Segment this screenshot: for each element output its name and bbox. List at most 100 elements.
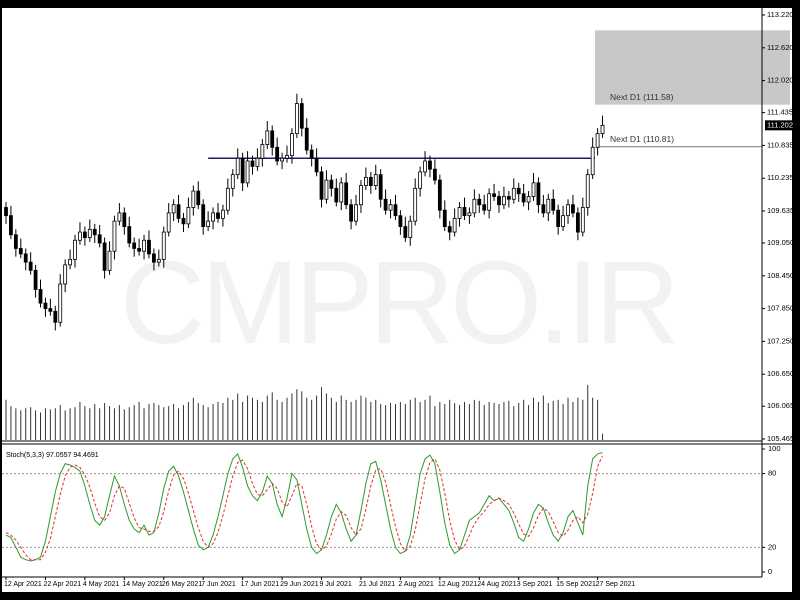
candle-body xyxy=(33,269,38,290)
candle-body xyxy=(506,196,511,200)
candle-body xyxy=(147,239,151,255)
candle-body xyxy=(324,179,329,200)
candle-body xyxy=(191,190,196,208)
indicator-title: Stoch(5,3,3) 97.0557 94.4691 xyxy=(6,452,99,459)
candle-body xyxy=(43,302,48,310)
candle-body xyxy=(28,261,33,271)
candle-body xyxy=(492,193,496,197)
y-tick-label: 107.250 xyxy=(767,336,794,345)
x-tick-label: 24 Aug 2021 xyxy=(477,581,516,588)
x-tick-label: 12 Aug 2021 xyxy=(438,581,477,588)
candle-body xyxy=(418,171,423,189)
candle-body xyxy=(270,130,275,148)
candle-body xyxy=(408,220,413,238)
candle-body xyxy=(245,160,250,184)
candle-body xyxy=(161,231,166,260)
y-tick-label: 105.465 xyxy=(767,434,794,443)
target-zone xyxy=(595,30,790,105)
candle-body xyxy=(304,127,309,151)
candle-body xyxy=(137,248,142,252)
candle-body xyxy=(275,146,280,162)
x-tick-label: 15 Sep 2021 xyxy=(556,581,596,588)
candle-body xyxy=(97,234,102,244)
candle-body xyxy=(368,176,373,186)
candle-body xyxy=(156,258,161,263)
candle-body xyxy=(309,149,314,159)
x-tick-label: 21 Jul 2021 xyxy=(359,581,395,588)
candle-body xyxy=(166,212,171,233)
candle-body xyxy=(107,250,112,271)
y-tick-label: 109.635 xyxy=(767,206,794,215)
candle-body xyxy=(447,226,452,233)
candle-body xyxy=(255,157,260,167)
candle-body xyxy=(580,207,585,233)
candle-body xyxy=(18,248,23,255)
candle-body xyxy=(477,198,482,206)
candle-body xyxy=(82,231,87,238)
candle-body xyxy=(334,187,339,203)
candle-body xyxy=(53,310,58,323)
candle-body xyxy=(556,209,561,227)
candle-body xyxy=(127,226,132,244)
candle-body xyxy=(487,193,492,211)
x-tick-label: 12 Apr 2021 xyxy=(4,581,42,588)
candle-body xyxy=(235,157,240,176)
x-tick-label: 3 Sep 2021 xyxy=(517,581,553,588)
candle-body xyxy=(437,179,442,211)
x-tick-label: 26 May 2021 xyxy=(162,581,203,588)
candle-body xyxy=(551,198,556,211)
candle-body xyxy=(403,226,408,238)
candle-body xyxy=(359,185,363,206)
candle-body xyxy=(225,187,230,211)
candle-body xyxy=(571,204,575,214)
candle-body xyxy=(516,187,521,195)
chart-area xyxy=(2,8,792,592)
candle-body xyxy=(462,207,467,217)
candle-body xyxy=(112,220,117,252)
candle-body xyxy=(457,207,462,219)
candle-body xyxy=(585,174,590,208)
candle-body xyxy=(497,196,501,206)
y-tick-label: 112.020 xyxy=(767,76,794,85)
candle-body xyxy=(344,182,349,206)
candle-body xyxy=(13,234,18,249)
candle-body xyxy=(206,220,211,227)
candle-body xyxy=(132,242,137,249)
candle-body xyxy=(102,242,107,271)
candle-body xyxy=(171,204,176,214)
y-tick-label: 109.050 xyxy=(767,238,794,247)
candle-body xyxy=(73,239,77,260)
candle-body xyxy=(536,182,541,206)
candle-body xyxy=(176,204,181,219)
watermark: CMPRO.IR xyxy=(120,237,680,369)
y-tick-label: 20 xyxy=(768,542,776,551)
candle-body xyxy=(502,196,506,206)
candle-body xyxy=(339,182,344,203)
y-tick-label: 100 xyxy=(768,444,781,453)
candle-body xyxy=(393,204,398,217)
candle-body xyxy=(230,174,235,189)
x-tick-label: 4 May 2021 xyxy=(83,581,120,588)
candle-body xyxy=(216,212,220,219)
candle-body xyxy=(531,182,536,197)
candle-body xyxy=(521,193,526,203)
candle-body xyxy=(467,212,472,217)
candle-body xyxy=(87,228,92,238)
y-tick-label: 113.220 xyxy=(767,10,794,19)
y-tick-label: 110.235 xyxy=(767,173,794,182)
candle-body xyxy=(48,308,53,312)
candle-body xyxy=(472,198,477,214)
candle-body xyxy=(285,155,289,159)
candle-body xyxy=(482,204,487,211)
candle-body xyxy=(201,204,206,227)
candle-body xyxy=(526,196,531,203)
candle-body xyxy=(68,258,72,266)
x-tick-label: 2 Aug 2021 xyxy=(398,581,434,588)
x-tick-label: 17 Jun 2021 xyxy=(241,581,280,588)
candle-body xyxy=(319,171,324,200)
stoch-line xyxy=(5,452,603,562)
candle-body xyxy=(452,217,457,233)
candle-body xyxy=(294,103,299,135)
candle-body xyxy=(600,124,605,135)
current-price: 111.202 xyxy=(767,120,793,129)
